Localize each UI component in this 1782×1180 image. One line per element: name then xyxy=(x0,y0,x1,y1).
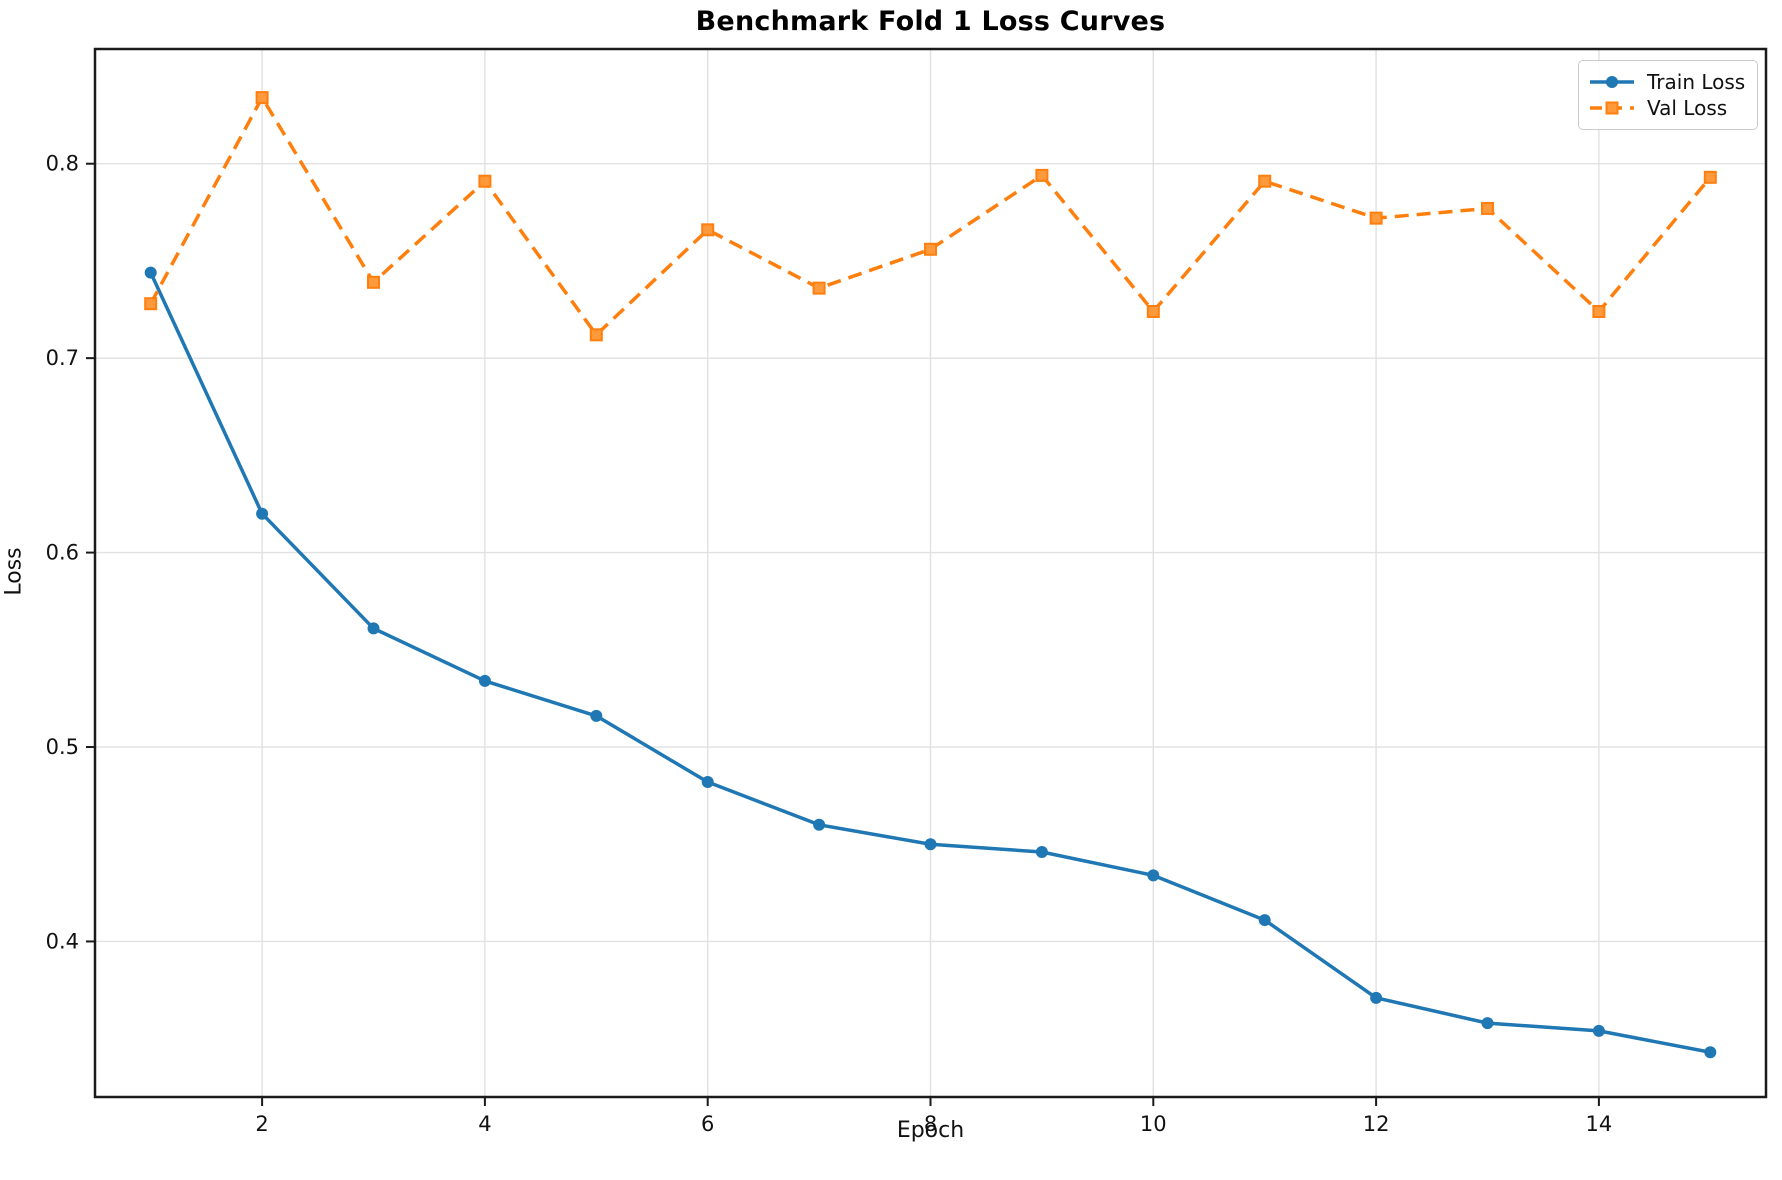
train-loss-marker xyxy=(256,507,269,520)
train-loss-marker xyxy=(1147,869,1160,882)
x-tick-label: 2 xyxy=(255,1112,268,1136)
x-tick-label: 14 xyxy=(1586,1112,1613,1136)
legend-item-train-loss: Train Loss xyxy=(1589,69,1747,95)
train-loss-marker xyxy=(701,776,714,789)
train-loss-marker xyxy=(367,622,380,635)
val-loss-line xyxy=(149,95,1712,337)
val-loss-marker xyxy=(255,91,269,105)
train-loss-marker xyxy=(144,266,157,279)
train-loss-marker xyxy=(1370,991,1383,1004)
x-tick-label: 12 xyxy=(1363,1112,1390,1136)
val-loss-marker xyxy=(924,242,937,256)
x-axis-label: Epoch xyxy=(896,1118,965,1143)
val-loss-marker xyxy=(1258,174,1272,188)
y-axis-label: Loss xyxy=(1,547,27,596)
chart-title: Benchmark Fold 1 Loss Curves xyxy=(695,6,1166,37)
legend-label-val-loss: Val Loss xyxy=(1647,96,1728,120)
train-loss-marker xyxy=(813,818,826,831)
y-tick-label: 0.8 xyxy=(46,152,79,176)
train-loss-marker xyxy=(478,674,491,687)
val-loss-marker xyxy=(478,174,492,188)
x-tick-label: 10 xyxy=(1140,1112,1167,1136)
val-loss-marker xyxy=(1035,168,1049,182)
val-loss-marker xyxy=(1146,304,1160,318)
y-tick-label: 0.5 xyxy=(46,735,79,759)
val-loss-marker xyxy=(367,275,380,289)
x-tick-label: 8 xyxy=(924,1112,937,1136)
legend-label-train-loss: Train Loss xyxy=(1647,70,1746,94)
val-loss-marker xyxy=(589,328,603,342)
train-loss-marker xyxy=(1258,914,1271,927)
train-loss-legend-sample-icon xyxy=(1590,76,1634,88)
x-tick-label: 4 xyxy=(478,1112,491,1136)
train-loss-marker xyxy=(1481,1017,1494,1030)
val-loss-marker xyxy=(701,223,715,237)
val-loss-marker xyxy=(1481,201,1494,215)
train-loss-marker xyxy=(1704,1046,1717,1059)
train-loss-marker xyxy=(924,838,937,851)
train-loss-marker xyxy=(1592,1024,1605,1037)
val-loss-marker xyxy=(1369,211,1383,225)
legend-item-val-loss: Val Loss xyxy=(1589,95,1747,121)
y-tick-label: 0.4 xyxy=(46,929,79,953)
legend: Train Loss Val Loss xyxy=(1578,60,1758,130)
val-loss-marker xyxy=(812,281,826,295)
val-loss-marker xyxy=(144,297,158,311)
y-tick-label: 0.7 xyxy=(46,346,79,370)
x-tick-label: 6 xyxy=(701,1112,714,1136)
y-tick-label: 0.6 xyxy=(46,541,79,565)
val-loss-marker xyxy=(1592,304,1606,318)
train-loss-marker xyxy=(1035,846,1048,859)
val-loss-legend-sample-icon xyxy=(1590,101,1634,115)
val-loss-marker xyxy=(1703,170,1717,184)
train-loss-marker xyxy=(590,709,603,722)
